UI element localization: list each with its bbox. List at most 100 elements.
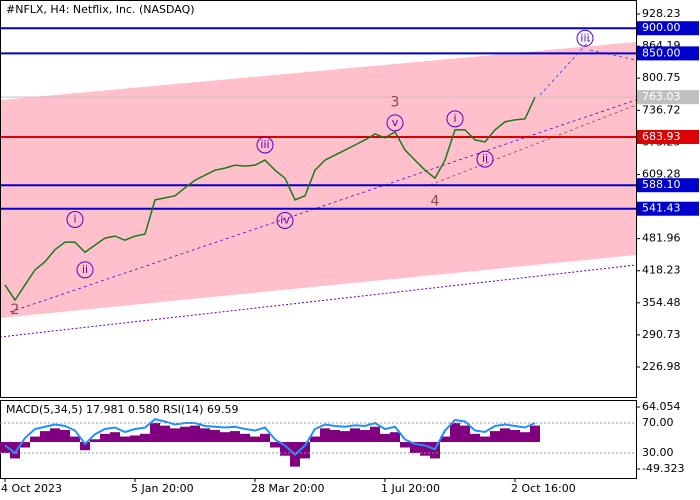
macd-bar: [30, 436, 40, 443]
macd-bar: [510, 429, 520, 443]
wave-circle: [276, 212, 294, 230]
macd-bar: [490, 431, 500, 443]
macd-bar: [240, 433, 250, 443]
frame: [0, 0, 637, 398]
macd-bar: [350, 428, 360, 443]
macd-bar: [20, 442, 30, 448]
y-tick-label: 481.96: [642, 232, 681, 245]
wave-label: 4: [431, 193, 440, 209]
macd-bar: [230, 431, 240, 443]
macd-bar: [170, 428, 180, 443]
macd-bar: [160, 425, 170, 443]
y-tick-label: 226.98: [642, 360, 681, 373]
macd-bar: [340, 431, 350, 443]
macd-bar: [460, 425, 470, 443]
wave-label: v: [392, 116, 399, 129]
y-tick-label: -49.323: [642, 462, 684, 475]
level-label-box: [637, 46, 699, 61]
level-label: 683.93: [642, 130, 681, 143]
level-label: 850.00: [642, 46, 681, 59]
frame: [0, 400, 637, 479]
level-label: 588.10: [642, 178, 681, 191]
y-tick-label: 70.00: [642, 416, 674, 429]
macd-bar: [50, 428, 60, 443]
macd-bar: [420, 442, 430, 456]
y-tick-label: 800.75: [642, 71, 681, 84]
wave-label: ii: [82, 263, 88, 276]
wave-circle: [76, 261, 94, 279]
macd-bar: [330, 429, 340, 443]
x-tick-label: 5 Jan 20:00: [131, 482, 194, 495]
macd-bar: [310, 436, 320, 443]
wave-label: 3: [391, 95, 400, 111]
macd-bar: [110, 432, 120, 443]
trend-line: [539, 39, 591, 96]
macd-bar: [200, 428, 210, 443]
level-label-box: [637, 201, 699, 216]
y-tick-label: 290.73: [642, 328, 681, 341]
wave-label: iii: [580, 31, 589, 44]
macd-bar: [210, 429, 220, 443]
level-label: 541.43: [642, 202, 681, 215]
x-tick-label: 1 Jul 20:00: [381, 482, 440, 495]
trend-line: [589, 49, 637, 61]
wave-label: iv: [280, 214, 290, 227]
macd-bar: [130, 435, 140, 443]
macd-bar: [80, 442, 90, 451]
macd-bar: [480, 436, 490, 443]
x-tick-label: 4 Oct 2023: [1, 482, 62, 495]
trend-line: [9, 99, 637, 313]
macd-bar: [400, 442, 410, 448]
macd-bar: [270, 442, 280, 448]
macd-bar: [390, 432, 400, 443]
macd-bar: [280, 442, 290, 456]
channel: [0, 42, 636, 318]
wave-label: 2: [11, 302, 20, 318]
x-tick-label: 2 Oct 16:00: [511, 482, 576, 495]
x-tick-label: 28 Mar 20:00: [251, 482, 324, 495]
macd-bar: [530, 425, 540, 443]
level-label: 763.03: [642, 90, 681, 103]
chart-title: #NFLX, H4: Netflix, Inc. (NASDAQ): [6, 3, 195, 16]
wave-circle: [576, 29, 594, 47]
wave-circle: [66, 210, 84, 228]
y-tick-label: 418.23: [642, 264, 681, 277]
macd-bar: [440, 436, 450, 443]
wave-label: iii: [260, 138, 269, 151]
y-tick-label: 736.72: [642, 103, 681, 116]
wave-circle: [386, 114, 404, 132]
y-tick-label: 354.48: [642, 296, 681, 309]
wave-label: i: [73, 212, 76, 225]
wave-circle: [256, 136, 274, 154]
rsi-line: [4, 418, 536, 456]
macd-bar: [120, 436, 130, 443]
macd-bar: [410, 442, 420, 453]
macd-bar: [100, 433, 110, 443]
price-line: [4, 96, 536, 302]
macd-bar: [10, 442, 20, 459]
macd-bar: [180, 426, 190, 443]
macd-bar: [40, 431, 50, 443]
wave-label: ii: [482, 152, 488, 165]
macd-bar: [500, 428, 510, 443]
indicator-label: MACD(5,34,5) 17.981 0.580 RSI(14) 69.59: [6, 403, 238, 416]
macd-bar: [320, 428, 330, 443]
macd-bar: [520, 432, 530, 443]
macd-bar: [190, 425, 200, 443]
macd-bar: [90, 439, 100, 443]
macd-bar: [70, 436, 80, 443]
macd-bar: [150, 422, 160, 443]
wave-label: i: [453, 112, 456, 125]
y-tick-label: 928.23: [642, 7, 681, 20]
macd-bar: [0, 442, 10, 453]
trend-line: [0, 264, 637, 338]
level-label-box: [637, 178, 699, 193]
macd-bar: [220, 432, 230, 443]
level-label-box: [637, 90, 699, 105]
level-label: 900.00: [642, 21, 681, 34]
macd-bar: [360, 429, 370, 443]
macd-bar: [370, 426, 380, 443]
level-label-box: [637, 21, 699, 36]
y-tick-label: 30.00: [642, 446, 674, 459]
